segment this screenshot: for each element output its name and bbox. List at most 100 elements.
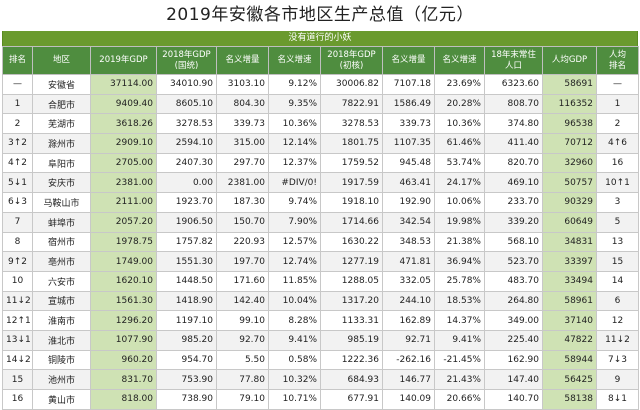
- table-cell: 808.70: [484, 93, 543, 115]
- table-header-row: 排名 地区 2019年GDP 2018年GDP (国统) 名义增量 名义增速 2018年GDP…: [2, 46, 639, 75]
- subtitle-bar: 没有道行的小妖: [2, 31, 638, 46]
- table-cell: 3↑2: [2, 133, 33, 154]
- table-cell: 60649: [542, 211, 597, 233]
- table-cell: 1714.66: [320, 211, 383, 233]
- table-cell: 90329: [542, 192, 597, 213]
- table-cell: 0.00: [156, 172, 217, 194]
- table-cell: 3: [596, 192, 639, 213]
- table-cell: 13↓1: [2, 329, 33, 351]
- table-cell: 58138: [542, 389, 597, 410]
- table-cell: 33397: [542, 251, 597, 272]
- table-cell: 1630.22: [320, 231, 383, 253]
- table-cell: —: [596, 74, 639, 95]
- table-cell: 合肥市: [32, 93, 91, 115]
- table-cell: 2: [2, 113, 33, 135]
- table-cell: 7.90%: [268, 211, 321, 233]
- table-cell: 471.81: [382, 251, 435, 272]
- table-cell: 8: [2, 231, 33, 253]
- gdp-table: 排名 地区 2019年GDP 2018年GDP (国统) 名义增量 名义增速 2018年GDP…: [2, 46, 639, 410]
- table-cell: 50757: [542, 172, 597, 194]
- table-cell: 24.17%: [434, 172, 485, 194]
- table-cell: 36.94%: [434, 251, 485, 272]
- table-cell: 2057.20: [90, 211, 157, 233]
- table-cell: 53.74%: [434, 152, 485, 174]
- table-cell: 33494: [542, 270, 597, 292]
- table-cell: 池州市: [32, 369, 91, 390]
- table-row: 5↓1 安庆市 2381.00 0.00 2381.00 #DIV/0! 1917.59 46…: [2, 172, 639, 194]
- column-header: 2018年GDP (初核): [320, 46, 383, 75]
- table-cell: 10.32%: [268, 369, 321, 390]
- table-cell: 10.04%: [268, 290, 321, 312]
- table-row: 7 蚌埠市 2057.20 1906.50 150.70 7.90% 1714.66 342.…: [2, 211, 639, 233]
- table-cell: 523.70: [484, 251, 543, 272]
- table-cell: 7107.18: [382, 74, 435, 95]
- table-cell: 342.54: [382, 211, 435, 233]
- table-cell: 1917.59: [320, 172, 383, 194]
- table-cell: 1918.10: [320, 192, 383, 213]
- column-header: 名义增速: [268, 46, 321, 75]
- table-cell: 2909.10: [90, 133, 157, 154]
- table-cell: 30006.82: [320, 74, 383, 95]
- table-cell: 61.46%: [434, 133, 485, 154]
- table-cell: -21.45%: [434, 349, 485, 371]
- table-row: 2 芜湖市 3618.26 3278.53 339.73 10.36% 3278.53 339…: [2, 113, 639, 135]
- table-cell: 6: [596, 290, 639, 312]
- table-cell: 12.74%: [268, 251, 321, 272]
- table-cell: 339.20: [484, 211, 543, 233]
- table-cell: 162.89: [382, 310, 435, 331]
- table-cell: 2381.00: [90, 172, 157, 194]
- table-cell: 16: [2, 389, 33, 410]
- table-cell: 20.28%: [434, 93, 485, 115]
- table-cell: 339.73: [216, 113, 269, 135]
- table-cell: 20.66%: [434, 389, 485, 410]
- table-cell: 12.14%: [268, 133, 321, 154]
- table-cell: 147.40: [484, 369, 543, 390]
- table-cell: 58961: [542, 290, 597, 312]
- column-header: 名义增速: [434, 46, 485, 75]
- table-cell: 1551.30: [156, 251, 217, 272]
- table-cell: 1561.30: [90, 290, 157, 312]
- table-cell: 233.70: [484, 192, 543, 213]
- table-cell: 14↓2: [2, 349, 33, 371]
- table-cell: 349.00: [484, 310, 543, 331]
- table-cell: 滁州市: [32, 133, 91, 154]
- table-cell: 677.91: [320, 389, 383, 410]
- table-cell: 2381.00: [216, 172, 269, 194]
- table-cell: 5: [596, 211, 639, 233]
- column-header: 地区: [32, 46, 91, 75]
- table-cell: 0.58%: [268, 349, 321, 371]
- table-cell: 1: [2, 93, 33, 115]
- table-cell: 9.41%: [434, 329, 485, 351]
- table-cell: 六安市: [32, 270, 91, 292]
- table-cell: 831.70: [90, 369, 157, 390]
- table-row: 14↓2 铜陵市 960.20 954.70 5.50 0.58% 1222.36 -262.…: [2, 349, 639, 371]
- table-cell: 34010.90: [156, 74, 217, 95]
- table-cell: 92.70: [216, 329, 269, 351]
- table-cell: 1448.50: [156, 270, 217, 292]
- table-cell: 19.98%: [434, 211, 485, 233]
- column-header: 名义增量: [216, 46, 269, 75]
- table-cell: 116352: [542, 93, 597, 115]
- table-cell: 7↓3: [596, 349, 639, 371]
- table-cell: 150.70: [216, 211, 269, 233]
- table-cell: 1277.19: [320, 251, 383, 272]
- table-cell: 淮南市: [32, 310, 91, 331]
- table-cell: 12.37%: [268, 152, 321, 174]
- table-cell: 374.80: [484, 113, 543, 135]
- table-cell: 芜湖市: [32, 113, 91, 135]
- table-cell: 9.74%: [268, 192, 321, 213]
- table-cell: 58944: [542, 349, 597, 371]
- table-cell: 804.30: [216, 93, 269, 115]
- table-cell: 225.40: [484, 329, 543, 351]
- table-cell: 马鞍山市: [32, 192, 91, 213]
- table-cell: 945.48: [382, 152, 435, 174]
- table-cell: 宿州市: [32, 231, 91, 253]
- table-cell: 2594.10: [156, 133, 217, 154]
- table-cell: 297.70: [216, 152, 269, 174]
- table-cell: 684.93: [320, 369, 383, 390]
- table-cell: 818.00: [90, 389, 157, 410]
- table-cell: 14: [596, 270, 639, 292]
- table-cell: 411.40: [484, 133, 543, 154]
- column-header: 2019年GDP: [90, 46, 157, 75]
- table-row: 9↑2 亳州市 1749.00 1551.30 197.70 12.74% 1277.19 4…: [2, 251, 639, 272]
